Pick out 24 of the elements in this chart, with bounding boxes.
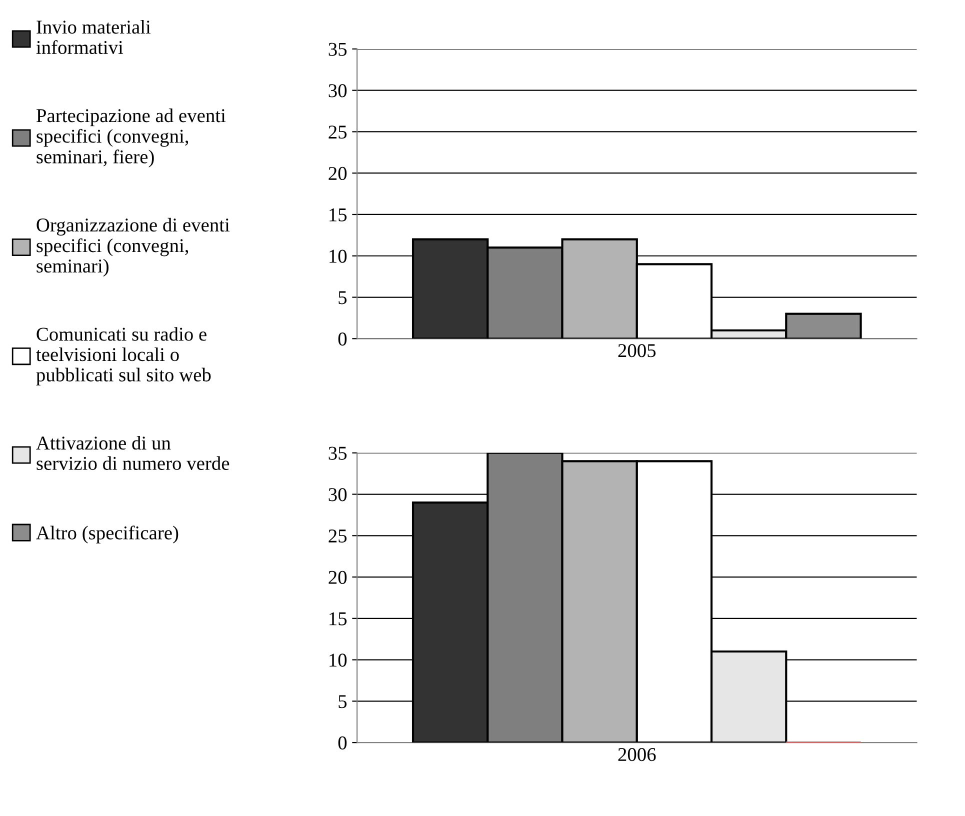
legend-label: Organizzazione di eventi specifici (convegni, seminari) xyxy=(36,218,230,277)
y-tick-label: 15 xyxy=(330,612,347,626)
legend-label: Invio materiali informativi xyxy=(36,20,151,54)
y-tick-label: 10 xyxy=(330,654,347,667)
y-tick-label: 25 xyxy=(328,530,347,543)
y-tick-label: 20 xyxy=(328,570,347,584)
y-tick-label: 35 xyxy=(328,42,347,56)
legend-label: Partecipazione ad eventi specifici (convegni, seminari, fiere) xyxy=(36,108,226,168)
y-tick-label: 35 xyxy=(328,446,347,460)
x-tick-label: 2006 xyxy=(618,748,656,762)
y-tick-label: 25 xyxy=(328,126,347,139)
y-tick-label: 30 xyxy=(328,488,347,502)
y-tick-label: 15 xyxy=(330,208,347,222)
y-tick-label: 10 xyxy=(330,250,347,263)
y-tick-label: 0 xyxy=(338,332,347,346)
y-tick-label: 5 xyxy=(338,291,347,304)
x-tick-label: 2005 xyxy=(618,344,656,358)
legend-label: Attivazione di un servizio di numero verde xyxy=(36,436,230,470)
legend-label: Comunicati su radio e teelvisioni locali o pubblicati sul sito web xyxy=(36,327,211,386)
y-tick-label: 20 xyxy=(328,166,347,180)
y-tick-label: 5 xyxy=(338,695,347,708)
y-tick-label: 30 xyxy=(328,84,347,98)
y-tick-label: 0 xyxy=(338,736,347,750)
legend-label: Altro (specificare) xyxy=(36,526,178,544)
